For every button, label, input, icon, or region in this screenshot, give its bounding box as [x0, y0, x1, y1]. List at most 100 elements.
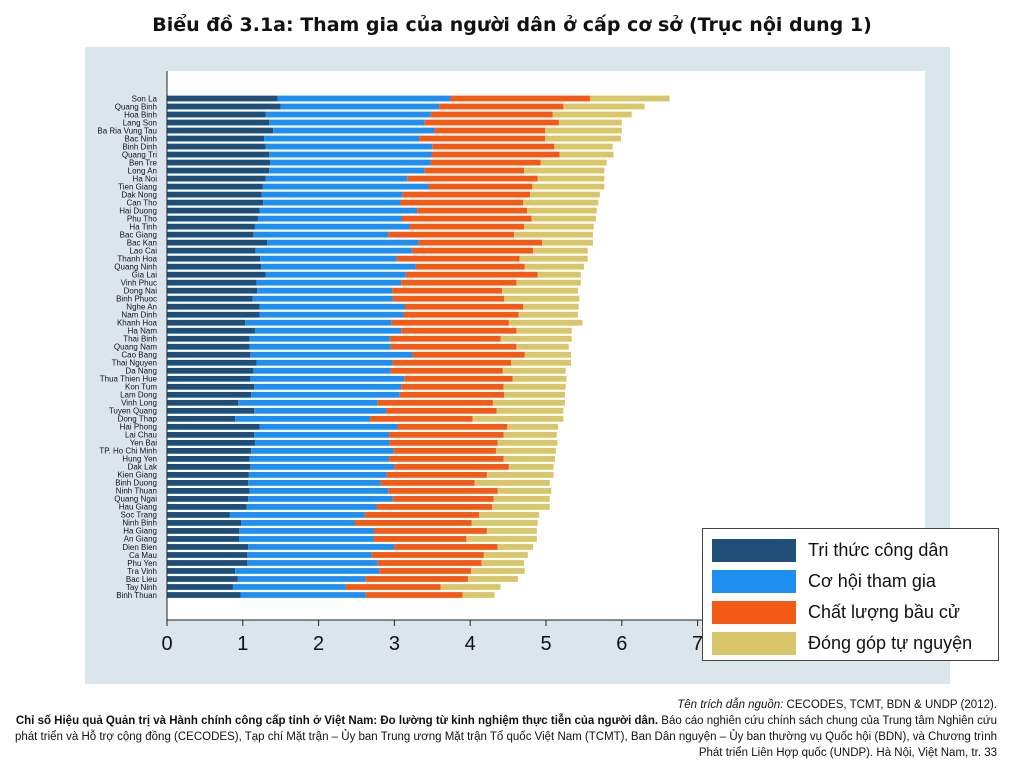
bar-segment [240, 592, 366, 598]
bar-segment [167, 447, 252, 454]
bar-segment [247, 552, 372, 558]
bar-segment [364, 512, 480, 518]
bar-segment [401, 279, 517, 286]
category-label: Binh Phuoc [116, 295, 157, 304]
category-label: Bac Giang [120, 230, 157, 239]
bar-segment [412, 351, 525, 358]
bar-segment [434, 127, 546, 134]
bar-segment [167, 95, 278, 102]
bar-segment [167, 552, 248, 558]
bar-segment [167, 423, 260, 430]
bar-segment [254, 383, 402, 390]
bar-segment [431, 151, 560, 158]
x-tick-label: 1 [237, 633, 248, 655]
bar-segment [399, 391, 505, 398]
category-label: Thai Binh [123, 335, 157, 344]
bar-segment [531, 215, 597, 222]
bar-segment [392, 496, 494, 502]
bar-segment [388, 231, 515, 238]
category-label: Phu Yen [127, 559, 157, 568]
bar-segment [554, 143, 613, 150]
category-label: Ha Giang [123, 527, 157, 536]
category-label: Bac Lieu [126, 575, 157, 584]
legend-swatch [712, 632, 796, 655]
bar-segment [255, 247, 412, 254]
x-tick-label: 0 [161, 633, 172, 655]
bar-segment [504, 391, 565, 398]
bar-segment [397, 423, 508, 430]
bar-segment [167, 111, 266, 118]
category-label: Binh Thuan [116, 591, 157, 600]
category-label: Bac Kan [127, 238, 157, 247]
category-label: Phu Tho [127, 214, 158, 223]
bar-segment [167, 568, 236, 574]
bar-segment [262, 183, 429, 190]
category-label: Hai Phong [120, 423, 157, 432]
bar-segment [235, 415, 371, 422]
bar-segment [167, 399, 239, 406]
bar-segment [259, 423, 398, 430]
bar-segment [524, 351, 572, 358]
bar-segment [232, 584, 346, 590]
source-citation: Tên trích dẫn nguồn: CECODES, TCMT, BDN … [10, 697, 997, 761]
category-label: Hai Duong [119, 206, 157, 215]
bar-segment [365, 592, 463, 598]
bar-segment [400, 199, 524, 206]
bar-segment [450, 95, 590, 102]
bar-segment [497, 439, 558, 446]
legend-item-chat-luong: Chất lượng bầu cử [712, 597, 990, 628]
legend-item-dong-gop: Đóng góp tự nguyện [712, 628, 990, 659]
bar-segment [524, 167, 605, 174]
category-label: Gia Lai [132, 270, 158, 279]
bar-segment [248, 472, 387, 478]
bar-segment [394, 544, 498, 550]
bar-segment [167, 536, 240, 542]
bar-segment [269, 167, 425, 174]
bar-segment [377, 560, 482, 566]
bar-segment [256, 359, 393, 366]
bar-segment [259, 311, 404, 318]
bar-segment [404, 375, 513, 382]
legend-item-tri-thuc: Tri thức công dân [712, 535, 990, 566]
bar-segment [167, 592, 241, 598]
legend-label: Cơ hội tham gia [808, 571, 936, 591]
category-label: Yen Bai [130, 439, 158, 448]
bar-segment [167, 504, 247, 510]
bar-segment [371, 552, 484, 558]
bar-segment [167, 295, 253, 302]
category-label: Vinh Phuc [121, 278, 157, 287]
bar-segment [545, 135, 622, 142]
bar-segment [379, 568, 471, 574]
bar-segment [540, 159, 607, 166]
category-label: Quang Nam [114, 343, 157, 352]
bar-segment [503, 383, 566, 390]
bar-segment [523, 303, 579, 310]
bar-segment [167, 560, 248, 566]
bar-segment [502, 287, 578, 294]
bar-segment [251, 447, 394, 454]
bar-segment [167, 223, 255, 230]
bar-segment [430, 111, 553, 118]
legend-label: Tri thức công dân [808, 540, 949, 560]
bar-segment [241, 520, 355, 526]
bar-segment [167, 159, 271, 166]
bar-segment [563, 103, 645, 110]
bar-segment [167, 311, 260, 318]
bar-segment [248, 480, 381, 486]
bar-segment [428, 183, 533, 190]
bar-segment [167, 488, 250, 494]
category-label: Thai Nguyen [112, 359, 157, 368]
bar-segment [250, 375, 405, 382]
bar-segment [401, 327, 517, 334]
bar-segment [496, 407, 564, 414]
bar-segment [396, 255, 520, 262]
category-label: Ba Ria Vung Tau [97, 126, 157, 135]
legend-label: Chất lượng bầu cử [808, 602, 960, 622]
category-label: Binh Dinh [122, 142, 157, 151]
bar-segment [167, 271, 266, 278]
bar-segment [265, 175, 408, 182]
category-label: Lao Cai [129, 246, 157, 255]
legend-swatch [712, 570, 796, 593]
bar-segment [254, 431, 390, 438]
bar-segment [483, 552, 528, 558]
